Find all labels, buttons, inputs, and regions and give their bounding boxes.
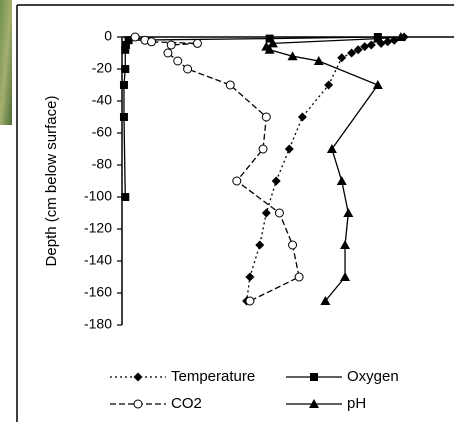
data-point (324, 80, 334, 90)
data-point (147, 37, 157, 47)
data-point (343, 208, 354, 217)
data-point (265, 34, 274, 43)
data-point (313, 56, 324, 65)
data-point (372, 33, 383, 43)
data-point (121, 193, 130, 201)
legend-label: CO2 (171, 395, 202, 412)
data-point (360, 42, 370, 52)
y-tick-label: -160 (84, 284, 112, 300)
data-point (340, 240, 351, 249)
data-point (340, 272, 351, 281)
data-point (267, 38, 278, 48)
legend-marker (133, 399, 143, 409)
data-point (337, 53, 347, 63)
data-point (297, 112, 307, 122)
data-point (173, 56, 183, 66)
data-point (255, 240, 265, 250)
series-line (245, 36, 405, 302)
data-point (274, 208, 284, 218)
legend-label: Temperature (171, 368, 255, 385)
data-point (353, 45, 363, 55)
data-point (261, 112, 271, 122)
legend-marker (133, 372, 143, 382)
data-point (288, 240, 298, 250)
data-point (121, 65, 130, 73)
data-point (383, 37, 393, 47)
y-tick-label: -80 (92, 156, 112, 172)
series-line (265, 36, 401, 302)
data-point (225, 80, 235, 90)
series-line (134, 36, 300, 302)
data-point (395, 32, 406, 41)
data-point (336, 176, 347, 185)
data-point (121, 41, 130, 49)
data-point (166, 40, 176, 50)
data-point (119, 113, 128, 121)
y-tick-label: -40 (92, 92, 112, 108)
data-point (320, 296, 331, 305)
data-point (284, 144, 294, 154)
data-point (245, 272, 255, 282)
y-tick-label: -180 (84, 316, 112, 332)
data-point (264, 44, 275, 54)
data-point (258, 144, 268, 154)
data-point (287, 51, 298, 61)
data-point (347, 48, 357, 58)
data-point (232, 176, 242, 186)
legend-label: Oxygen (347, 368, 399, 385)
data-point (366, 40, 376, 50)
photo-edge (0, 0, 12, 125)
y-tick-label: -140 (84, 252, 112, 268)
data-point (192, 38, 202, 48)
data-point (124, 36, 133, 45)
data-point (271, 176, 281, 186)
data-point (326, 144, 337, 153)
y-tick-label: -100 (84, 188, 112, 204)
legend-marker (309, 399, 319, 408)
data-point (119, 81, 128, 89)
data-point (121, 45, 130, 54)
data-point (372, 80, 383, 89)
data-point (245, 296, 255, 306)
y-tick-label: -120 (84, 220, 112, 236)
data-point (261, 208, 271, 218)
y-axis-label: Depth (cm below surface) (43, 96, 60, 267)
data-point (130, 32, 140, 42)
data-point (183, 64, 193, 74)
y-tick-label: -60 (92, 124, 112, 140)
y-tick-label: -20 (92, 60, 112, 76)
data-point (294, 272, 304, 282)
legend-marker (310, 373, 318, 381)
y-tick-label: 0 (104, 28, 112, 44)
data-point (163, 48, 173, 58)
legend-label: pH (347, 395, 366, 412)
